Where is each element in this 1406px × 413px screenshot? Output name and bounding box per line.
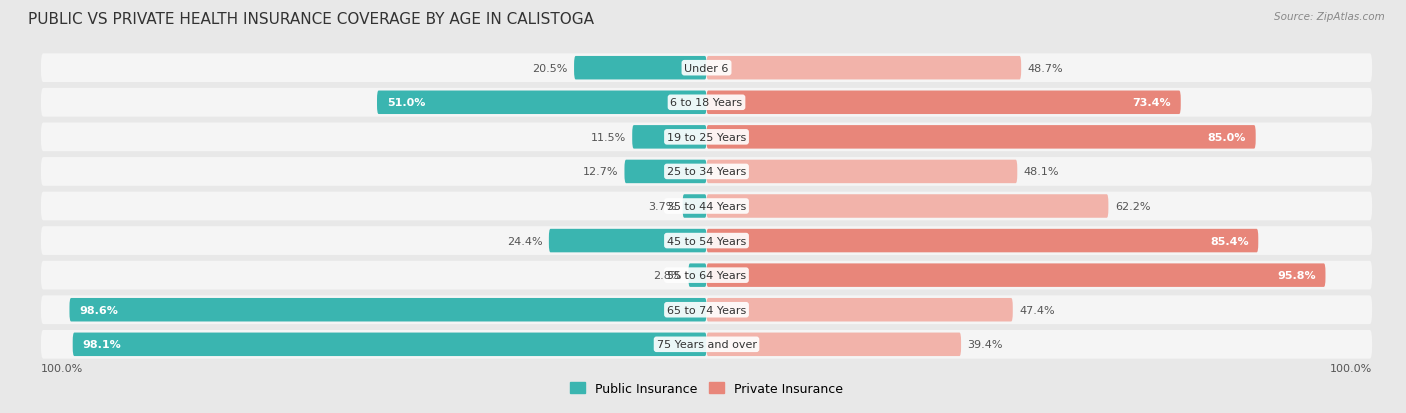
Legend: Public Insurance, Private Insurance: Public Insurance, Private Insurance <box>569 382 844 395</box>
FancyBboxPatch shape <box>41 192 1372 221</box>
FancyBboxPatch shape <box>707 91 1181 115</box>
Text: 6 to 18 Years: 6 to 18 Years <box>671 98 742 108</box>
FancyBboxPatch shape <box>548 229 707 253</box>
FancyBboxPatch shape <box>707 298 1012 322</box>
Text: 11.5%: 11.5% <box>591 133 626 142</box>
Text: 95.8%: 95.8% <box>1277 271 1316 280</box>
FancyBboxPatch shape <box>707 333 962 356</box>
FancyBboxPatch shape <box>689 264 707 287</box>
Text: 20.5%: 20.5% <box>533 64 568 74</box>
FancyBboxPatch shape <box>707 229 1258 253</box>
FancyBboxPatch shape <box>41 54 1372 83</box>
Text: 65 to 74 Years: 65 to 74 Years <box>666 305 747 315</box>
Text: 100.0%: 100.0% <box>1330 363 1372 373</box>
FancyBboxPatch shape <box>41 330 1372 359</box>
Text: 45 to 54 Years: 45 to 54 Years <box>666 236 747 246</box>
Text: 73.4%: 73.4% <box>1132 98 1171 108</box>
Text: 51.0%: 51.0% <box>387 98 425 108</box>
Text: PUBLIC VS PRIVATE HEALTH INSURANCE COVERAGE BY AGE IN CALISTOGA: PUBLIC VS PRIVATE HEALTH INSURANCE COVER… <box>28 12 595 27</box>
Text: 62.2%: 62.2% <box>1115 202 1150 211</box>
Text: 98.1%: 98.1% <box>83 339 121 349</box>
Text: 39.4%: 39.4% <box>967 339 1002 349</box>
Text: 35 to 44 Years: 35 to 44 Years <box>666 202 747 211</box>
Text: 55 to 64 Years: 55 to 64 Years <box>666 271 747 280</box>
FancyBboxPatch shape <box>707 126 1256 149</box>
Text: 85.4%: 85.4% <box>1211 236 1249 246</box>
Text: 25 to 34 Years: 25 to 34 Years <box>666 167 747 177</box>
Text: 24.4%: 24.4% <box>506 236 543 246</box>
FancyBboxPatch shape <box>41 296 1372 324</box>
FancyBboxPatch shape <box>69 298 707 322</box>
Text: 48.1%: 48.1% <box>1024 167 1059 177</box>
FancyBboxPatch shape <box>73 333 707 356</box>
Text: 12.7%: 12.7% <box>582 167 619 177</box>
FancyBboxPatch shape <box>377 91 707 115</box>
FancyBboxPatch shape <box>682 195 707 218</box>
FancyBboxPatch shape <box>41 261 1372 290</box>
Text: 47.4%: 47.4% <box>1019 305 1054 315</box>
FancyBboxPatch shape <box>624 160 707 184</box>
FancyBboxPatch shape <box>41 158 1372 186</box>
Text: 75 Years and over: 75 Years and over <box>657 339 756 349</box>
Text: 85.0%: 85.0% <box>1208 133 1246 142</box>
FancyBboxPatch shape <box>707 264 1326 287</box>
FancyBboxPatch shape <box>707 160 1018 184</box>
Text: 2.8%: 2.8% <box>654 271 682 280</box>
FancyBboxPatch shape <box>707 195 1108 218</box>
Text: 19 to 25 Years: 19 to 25 Years <box>666 133 747 142</box>
Text: 48.7%: 48.7% <box>1028 64 1063 74</box>
Text: Source: ZipAtlas.com: Source: ZipAtlas.com <box>1274 12 1385 22</box>
FancyBboxPatch shape <box>574 57 707 80</box>
FancyBboxPatch shape <box>707 57 1021 80</box>
FancyBboxPatch shape <box>41 89 1372 117</box>
FancyBboxPatch shape <box>41 123 1372 152</box>
Text: Under 6: Under 6 <box>685 64 728 74</box>
FancyBboxPatch shape <box>41 227 1372 255</box>
Text: 3.7%: 3.7% <box>648 202 676 211</box>
Text: 98.6%: 98.6% <box>79 305 118 315</box>
Text: 100.0%: 100.0% <box>41 363 83 373</box>
FancyBboxPatch shape <box>633 126 707 149</box>
